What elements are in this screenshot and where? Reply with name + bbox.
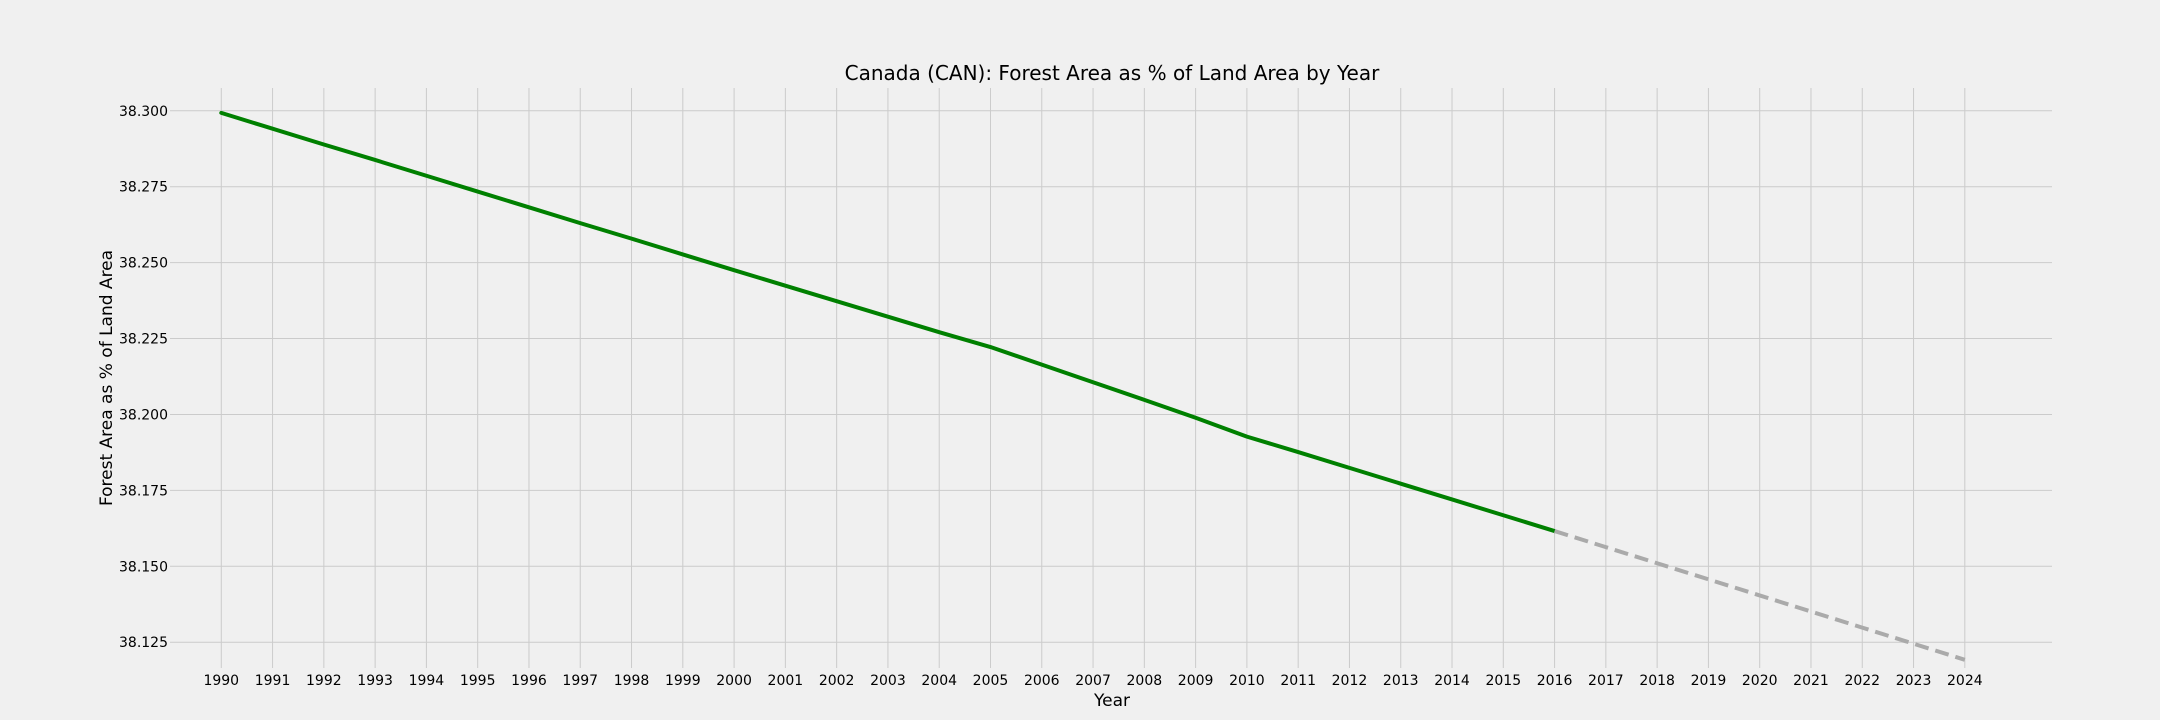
x-tick-label: 2023 <box>1896 673 1932 689</box>
y-tick-label: 38.300 <box>119 104 168 120</box>
y-axis-label: Forest Area as % of Land Area <box>97 250 117 506</box>
x-tick-label: 2005 <box>973 673 1009 689</box>
y-tick-label: 38.200 <box>119 407 168 423</box>
x-tick-label: 2024 <box>1947 673 1983 689</box>
x-tick-label: 2013 <box>1383 673 1419 689</box>
x-tick-label: 1998 <box>614 673 650 689</box>
x-tick-label: 2011 <box>1280 673 1316 689</box>
x-tick-label: 2007 <box>1075 673 1111 689</box>
y-tick-label: 38.175 <box>119 483 168 499</box>
series-lines <box>219 110 1966 662</box>
x-tick-label: 2022 <box>1844 673 1880 689</box>
x-tick-label: 1996 <box>511 673 547 689</box>
x-tick-label: 1993 <box>357 673 393 689</box>
x-tick-label: 2014 <box>1434 673 1470 689</box>
chart-title: Canada (CAN): Forest Area as % of Land A… <box>845 61 1380 85</box>
x-axis-label: Year <box>1093 691 1130 711</box>
y-tick-label: 38.150 <box>119 559 168 575</box>
y-tick-label: 38.250 <box>119 256 168 272</box>
x-tick-label: 2012 <box>1332 673 1368 689</box>
x-tick-label: 1997 <box>562 673 598 689</box>
x-tick-label: 2010 <box>1229 673 1265 689</box>
x-tick-label: 2002 <box>819 673 855 689</box>
x-tick-label: 1990 <box>203 673 239 689</box>
forest-area-series-line <box>219 110 1557 534</box>
x-tick-label: 2017 <box>1588 673 1624 689</box>
x-tick-label: 2008 <box>1127 673 1163 689</box>
x-tick-label: 2003 <box>870 673 906 689</box>
x-axis-ticks: 1990 1991 1992 1993 1994 1995 1996 1997 1998 1999… <box>203 673 1982 689</box>
y-tick-label: 38.225 <box>119 332 168 348</box>
x-tick-label: 2000 <box>716 673 752 689</box>
x-tick-label: 1994 <box>409 673 445 689</box>
x-tick-label: 2019 <box>1691 673 1727 689</box>
x-tick-label: 2006 <box>1024 673 1060 689</box>
x-tick-label: 1995 <box>460 673 496 689</box>
x-tick-label: 1992 <box>306 673 342 689</box>
x-tick-label: 2018 <box>1639 673 1675 689</box>
x-tick-label: 2009 <box>1178 673 1214 689</box>
grid-lines <box>170 88 2052 668</box>
y-tick-label: 38.275 <box>119 180 168 196</box>
x-tick-label: 2020 <box>1742 673 1778 689</box>
x-tick-label: 2004 <box>921 673 957 689</box>
y-tick-label: 38.125 <box>119 635 168 651</box>
x-tick-label: 2015 <box>1485 673 1521 689</box>
x-tick-label: 2021 <box>1793 673 1829 689</box>
x-tick-label: 2001 <box>768 673 804 689</box>
x-tick-label: 1991 <box>255 673 291 689</box>
x-tick-label: 2016 <box>1537 673 1573 689</box>
x-tick-label: 1999 <box>665 673 701 689</box>
y-axis-ticks: 38.125 38.150 38.175 38.200 38.225 38.250 38.2… <box>119 104 168 651</box>
projection-series-line <box>1553 529 1966 662</box>
